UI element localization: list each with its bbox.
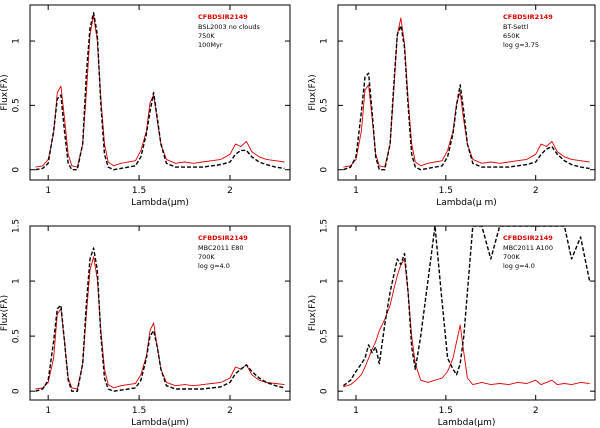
y-tick-label: 0 bbox=[320, 388, 330, 394]
x-tick-label: 1 bbox=[353, 186, 359, 196]
annotation-line: 700K bbox=[503, 253, 520, 261]
annotation-line: BT-Settl bbox=[503, 23, 528, 31]
plot-frame bbox=[337, 225, 596, 401]
annotation-line: log g=4.0 bbox=[503, 262, 535, 270]
x-tick-label: 2 bbox=[227, 406, 233, 416]
x-axis-label: Lambda(μ m) bbox=[436, 198, 497, 208]
y-tick-label: 0 bbox=[12, 167, 22, 173]
observed-spectrum-line bbox=[35, 256, 285, 390]
model-spectrum-line bbox=[343, 24, 590, 171]
x-tick-label: 2 bbox=[533, 186, 539, 196]
annotation-title: CFBDSIR2149 bbox=[198, 234, 248, 242]
y-axis-label: Flux(Fλ) bbox=[308, 74, 318, 110]
annotation-line: 750K bbox=[198, 32, 215, 40]
x-tick-label: 1.5 bbox=[132, 406, 146, 416]
y-tick-label: 0.5 bbox=[320, 329, 330, 343]
annotation-line: 100Myr bbox=[198, 41, 223, 49]
x-axis-label: Lambda(μm) bbox=[131, 198, 189, 208]
x-axis-label: Lambda(μm) bbox=[438, 418, 496, 428]
model-spectrum-line bbox=[342, 226, 591, 387]
annotation-line: log g=3.75 bbox=[503, 41, 539, 49]
annotation-line: 700K bbox=[198, 253, 215, 261]
y-tick-label: 0.5 bbox=[12, 98, 22, 112]
annotation-line: BSL2003 no clouds bbox=[198, 23, 260, 31]
x-tick-label: 1.5 bbox=[439, 186, 453, 196]
x-tick-label: 1.5 bbox=[132, 186, 146, 196]
chart-panel-4: 1 1.5 2 0 0.5 1 1.5 Lambda(μm) Flux(Fλ) CFBDSIR21… bbox=[308, 219, 596, 428]
series-group bbox=[342, 226, 591, 388]
series-group bbox=[35, 11, 285, 171]
chart-panel-2: 1 1.5 2 0 0.5 1 Lambda(μ m) Flux(Fλ) CFBDSIR2149… bbox=[308, 4, 596, 208]
y-axis-label: Flux(Fλ) bbox=[0, 74, 10, 110]
annotation-line: log g=4.0 bbox=[198, 262, 230, 270]
x-tick-label: 1 bbox=[45, 186, 51, 196]
x-tick-label: 1 bbox=[45, 406, 51, 416]
observed-spectrum-line bbox=[35, 14, 285, 168]
observed-spectrum-line bbox=[343, 258, 590, 388]
model-spectrum-line bbox=[35, 11, 285, 171]
annotation-title: CFBDSIR2149 bbox=[503, 234, 553, 242]
series-group bbox=[35, 247, 285, 392]
y-tick-label: 1.5 bbox=[12, 219, 22, 233]
chart-panel-1: 1 1.5 2 0 0.5 1 Lambda(μm) Flux(Fλ) CFBDSIR2149 B… bbox=[0, 4, 291, 208]
model-spectrum-line bbox=[35, 247, 285, 392]
series-group bbox=[343, 17, 590, 171]
x-axis-label: Lambda(μm) bbox=[131, 418, 189, 428]
y-axis-label: Flux(Fλ) bbox=[0, 295, 10, 331]
annotation-title: CFBDSIR2149 bbox=[198, 13, 248, 21]
y-tick-label: 1 bbox=[12, 38, 22, 44]
y-tick-label: 0.5 bbox=[320, 98, 330, 112]
annotation-line: MBC2011 A100 bbox=[503, 244, 553, 252]
annotation-line: MBC2011 E80 bbox=[198, 244, 243, 252]
annotation-title: CFBDSIR2149 bbox=[503, 13, 553, 21]
plot-frame bbox=[337, 4, 596, 181]
y-tick-label: 1 bbox=[12, 278, 22, 284]
chart-panel-3: 1 1.5 2 0 0.5 1 1.5 Lambda(μm) Flux(Fλ) CFBDSIR21… bbox=[0, 219, 291, 428]
x-tick-label: 2 bbox=[533, 406, 539, 416]
y-tick-label: 1 bbox=[320, 278, 330, 284]
y-axis-label: Flux(Fλ) bbox=[308, 295, 318, 331]
observed-spectrum-line bbox=[343, 17, 590, 168]
x-tick-label: 2 bbox=[227, 186, 233, 196]
plot-frame bbox=[29, 225, 291, 401]
plot-frame bbox=[29, 4, 291, 181]
annotation-line: 650K bbox=[503, 32, 520, 40]
y-tick-label: 0 bbox=[12, 388, 22, 394]
y-tick-label: 1 bbox=[320, 38, 330, 44]
x-tick-label: 1 bbox=[353, 406, 359, 416]
y-tick-label: 1.5 bbox=[320, 219, 330, 233]
y-tick-label: 0 bbox=[320, 167, 330, 173]
y-tick-label: 0.5 bbox=[12, 329, 22, 343]
x-tick-label: 1.5 bbox=[439, 406, 453, 416]
